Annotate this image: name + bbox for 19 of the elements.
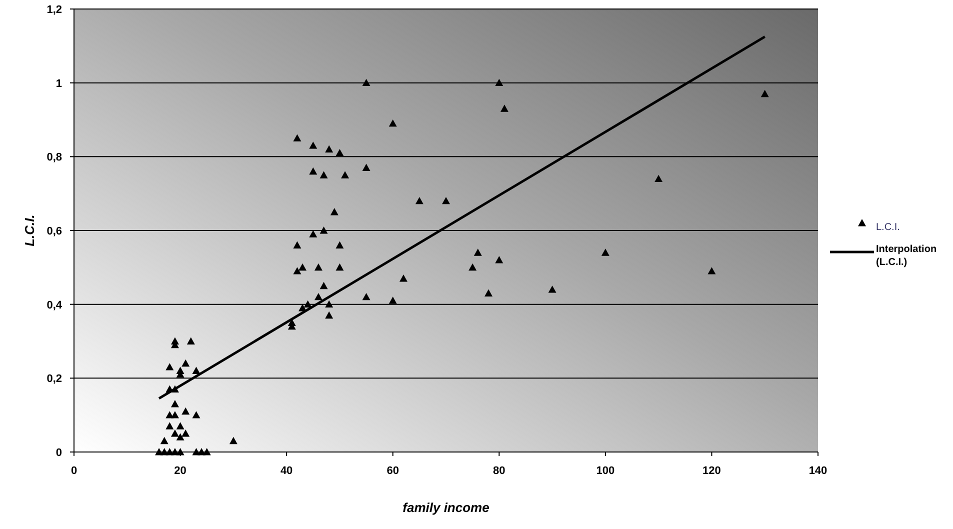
- y-tick-label: 0,6: [46, 226, 62, 238]
- x-tick-label: 20: [174, 465, 186, 477]
- y-tick-label: 0,4: [46, 299, 63, 312]
- y-tick-label: 0: [56, 447, 62, 459]
- x-tick-label: 60: [386, 465, 399, 477]
- legend-label: Interpolation (L.C.I.): [876, 244, 937, 268]
- y-tick-label: 0,2: [46, 373, 62, 386]
- x-tick-label: 40: [280, 465, 293, 477]
- x-tick-label: 120: [702, 465, 721, 477]
- y-axis-title: L.C.I.: [22, 214, 37, 246]
- x-tick-label: 80: [493, 465, 506, 477]
- x-axis-title: family income: [402, 500, 490, 515]
- legend-label: L.C.I.: [876, 222, 900, 233]
- y-tick-label: 1: [56, 78, 62, 90]
- x-tick-label: 100: [596, 465, 615, 477]
- x-tick-label: 0: [70, 465, 78, 477]
- x-tick-label: 140: [808, 465, 828, 477]
- y-tick-label: 1,2: [46, 4, 62, 16]
- y-tick-label: 0,8: [46, 152, 62, 164]
